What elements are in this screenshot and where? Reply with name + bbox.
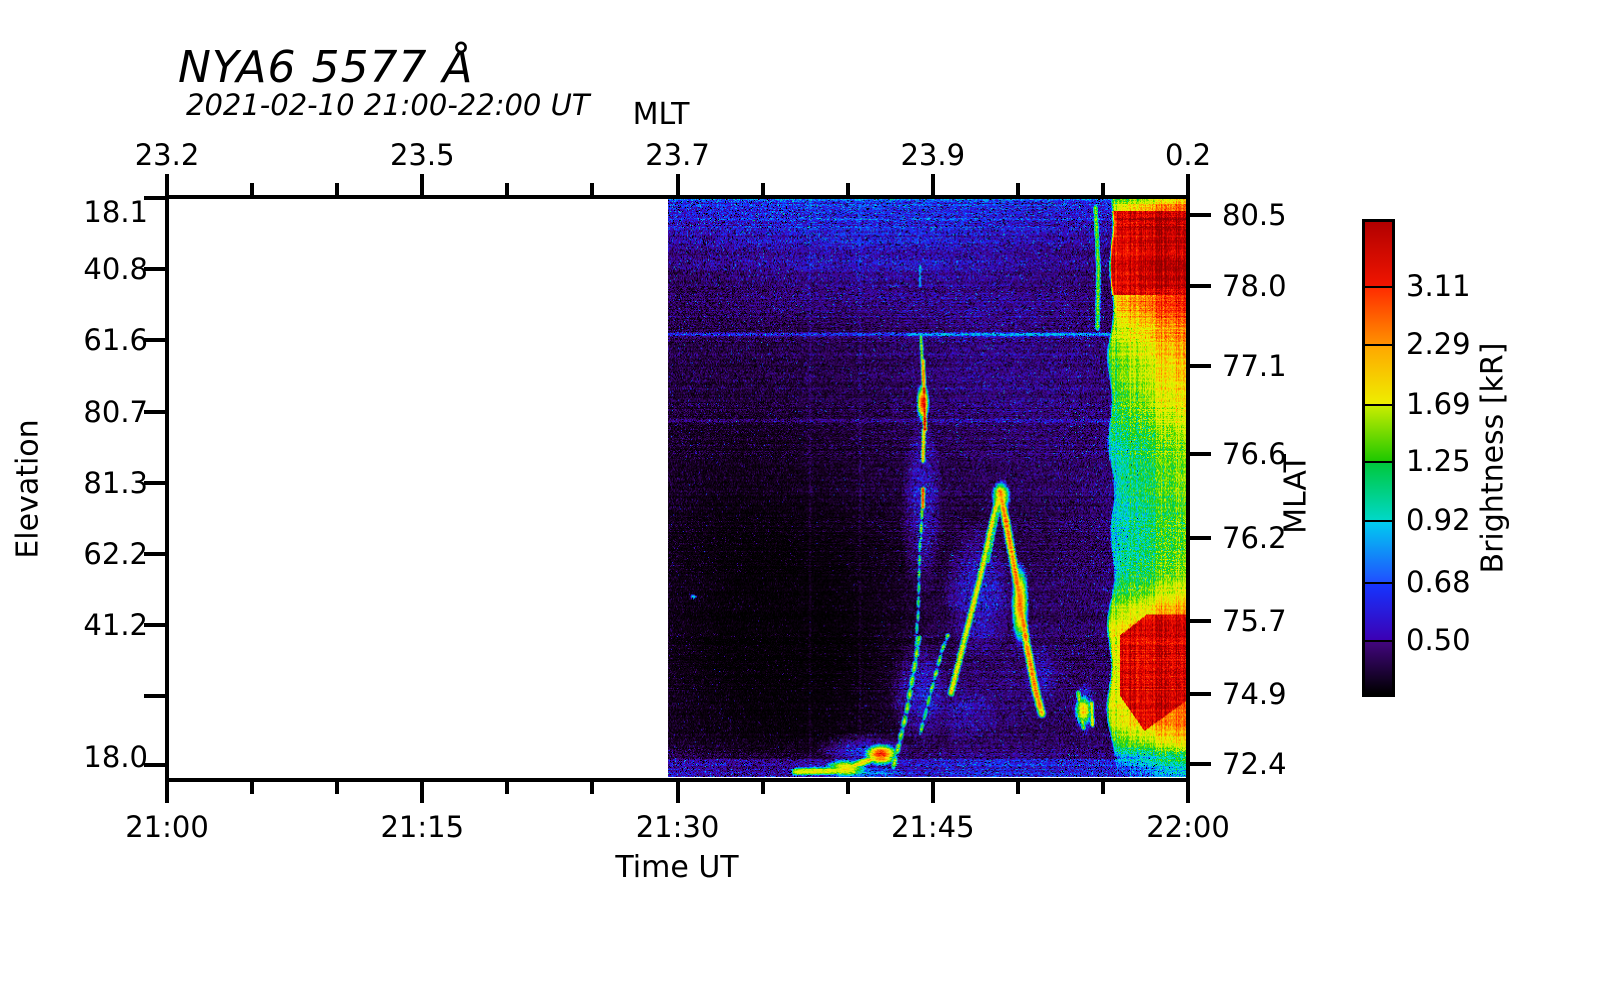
colorbar-tick-label: 3.11 <box>1406 269 1471 304</box>
left-axis-tick-label: 61.6 <box>83 322 148 357</box>
top-axis-tick <box>760 183 765 195</box>
bottom-axis-tick <box>165 782 169 803</box>
top-axis-tick <box>335 183 340 195</box>
colorbar-segment <box>1365 286 1392 345</box>
top-axis-tick <box>1015 183 1020 195</box>
left-axis-tick <box>144 266 165 271</box>
top-axis-tick <box>165 174 169 195</box>
bottom-axis-tick <box>930 782 935 803</box>
bottom-axis-tick-label: 21:30 <box>635 810 720 844</box>
bottom-axis-title: Time UT <box>615 850 739 885</box>
right-axis-tick-label: 72.4 <box>1222 747 1287 782</box>
bottom-axis-tick-label: 21:45 <box>890 810 975 844</box>
right-axis-tick <box>1190 284 1211 289</box>
chart-subtitle: 2021-02-10 21:00-22:00 UT <box>186 88 590 122</box>
left-axis-tick <box>144 480 165 485</box>
colorbar-segment <box>1365 344 1392 405</box>
bottom-axis-tick <box>505 782 510 794</box>
right-axis-tick-label: 76.2 <box>1222 521 1287 556</box>
right-axis-tick <box>1190 364 1211 369</box>
colorbar-segment <box>1365 404 1392 462</box>
colorbar-segment <box>1365 222 1392 287</box>
top-axis-tick <box>1100 183 1105 195</box>
right-axis-tick <box>1190 618 1211 623</box>
top-axis-tick-label: 23.2 <box>134 138 200 172</box>
top-axis-title: MLT <box>632 97 690 132</box>
left-axis-tick <box>144 694 165 699</box>
colorbar-tick-label: 0.50 <box>1406 622 1471 657</box>
bottom-axis-tick <box>1015 782 1020 794</box>
right-axis-tick <box>1190 213 1211 218</box>
colorbar-tick-label: 2.29 <box>1406 327 1471 362</box>
colorbar-tick-label: 0.68 <box>1406 564 1471 599</box>
left-axis-tick-label: 18.0 <box>83 739 148 774</box>
bottom-axis-tick <box>1100 782 1105 794</box>
bottom-axis-tick-label: 22:00 <box>1146 810 1230 844</box>
bottom-axis-tick <box>250 782 255 794</box>
left-axis-tick-label: 80.7 <box>83 395 148 430</box>
colorbar-tick-label: 1.25 <box>1406 444 1471 479</box>
top-axis-tick <box>1186 174 1190 195</box>
right-axis-tick-label: 76.6 <box>1222 437 1287 472</box>
left-axis-tick <box>144 410 165 415</box>
top-axis-tick-label: 23.9 <box>900 138 966 172</box>
left-axis-tick-label: 81.3 <box>83 465 148 500</box>
top-axis-tick <box>250 183 255 195</box>
right-axis-tick-label: 78.0 <box>1222 269 1287 304</box>
bottom-axis-tick <box>760 782 765 794</box>
right-axis-tick <box>1190 452 1211 457</box>
right-axis-tick <box>1190 762 1211 767</box>
bottom-axis-tick <box>1186 782 1190 803</box>
bottom-axis-tick <box>675 782 680 803</box>
top-axis-tick <box>590 183 595 195</box>
colorbar-tick-label: 1.69 <box>1406 387 1471 422</box>
bottom-axis-tick <box>590 782 595 794</box>
left-axis-title: Elevation <box>10 419 46 559</box>
right-axis-tick-label: 80.5 <box>1222 198 1287 233</box>
bottom-axis-tick <box>845 782 850 794</box>
colorbar <box>1362 219 1395 697</box>
colorbar-segment <box>1365 639 1392 694</box>
right-axis-tick <box>1190 536 1211 541</box>
bottom-axis-tick <box>420 782 425 803</box>
top-axis-tick <box>505 183 510 195</box>
left-axis-tick-label: 62.2 <box>83 536 148 571</box>
left-axis-tick <box>144 762 165 767</box>
right-axis-tick-label: 77.1 <box>1222 349 1287 384</box>
left-axis-tick <box>144 551 165 556</box>
right-axis-tick-label: 74.9 <box>1222 676 1287 711</box>
top-axis-tick-label: 0.2 <box>1164 138 1212 172</box>
colorbar-segment <box>1365 461 1392 520</box>
colorbar-segment <box>1365 519 1392 582</box>
chart-title: NYA6 5577 Å <box>178 42 474 93</box>
left-axis-tick <box>144 196 165 201</box>
colorbar-segment <box>1365 581 1392 640</box>
keogram-heatmap <box>668 199 1187 777</box>
top-axis-tick <box>675 174 680 195</box>
left-axis-tick-label: 18.1 <box>83 195 148 230</box>
colorbar-title: Brightness [kR] <box>1475 342 1511 574</box>
right-axis-tick-label: 75.7 <box>1222 603 1287 638</box>
colorbar-tick-label: 0.92 <box>1406 502 1471 537</box>
top-axis-tick-label: 23.5 <box>389 138 455 172</box>
left-axis-tick-label: 40.8 <box>83 251 148 286</box>
bottom-axis-tick-label: 21:00 <box>125 810 209 844</box>
right-axis-tick <box>1190 691 1211 696</box>
top-axis-tick <box>420 174 425 195</box>
bottom-axis-tick-label: 21:15 <box>380 810 465 844</box>
top-axis-tick <box>845 183 850 195</box>
left-axis-tick-label: 41.2 <box>83 607 148 642</box>
bottom-axis-tick <box>335 782 340 794</box>
left-axis-tick <box>144 337 165 342</box>
left-axis-tick <box>144 622 165 627</box>
top-axis-tick-label: 23.7 <box>645 138 710 172</box>
top-axis-tick <box>930 174 935 195</box>
